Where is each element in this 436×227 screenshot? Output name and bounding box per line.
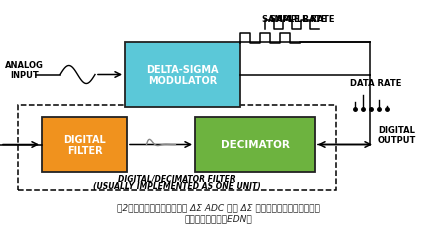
Text: DIGITAL
FILTER: DIGITAL FILTER [63, 134, 106, 156]
Text: SAMPLE RATE: SAMPLE RATE [262, 15, 327, 24]
Text: DIGITAL/DECIMATOR FILTER: DIGITAL/DECIMATOR FILTER [118, 174, 236, 183]
Text: 图2：就基本要素而言，每个 ΔΣ ADC 都有 ΔΣ 调制器、数字滤波器和抜取: 图2：就基本要素而言，每个 ΔΣ ADC 都有 ΔΣ 调制器、数字滤波器和抜取 [116, 202, 320, 211]
Text: DELTA-SIGMA
MODULATOR: DELTA-SIGMA MODULATOR [146, 64, 219, 86]
Bar [195, 118, 315, 172]
Bar [125, 43, 240, 108]
Text: DATA RATE: DATA RATE [350, 78, 402, 87]
Bar [18, 106, 336, 190]
Text: SAMPLE RATE: SAMPLE RATE [270, 15, 334, 24]
Text: 器。（图片来源：EDN）: 器。（图片来源：EDN） [184, 213, 252, 222]
Text: ANALOG
INPUT: ANALOG INPUT [5, 61, 44, 80]
Text: DIGITAL
OUTPUT: DIGITAL OUTPUT [378, 125, 416, 145]
Bar [42, 118, 127, 172]
Text: (USUALLY IMPLEMENTED AS ONE UNIT): (USUALLY IMPLEMENTED AS ONE UNIT) [93, 182, 261, 191]
Text: DECIMATOR: DECIMATOR [221, 140, 290, 150]
